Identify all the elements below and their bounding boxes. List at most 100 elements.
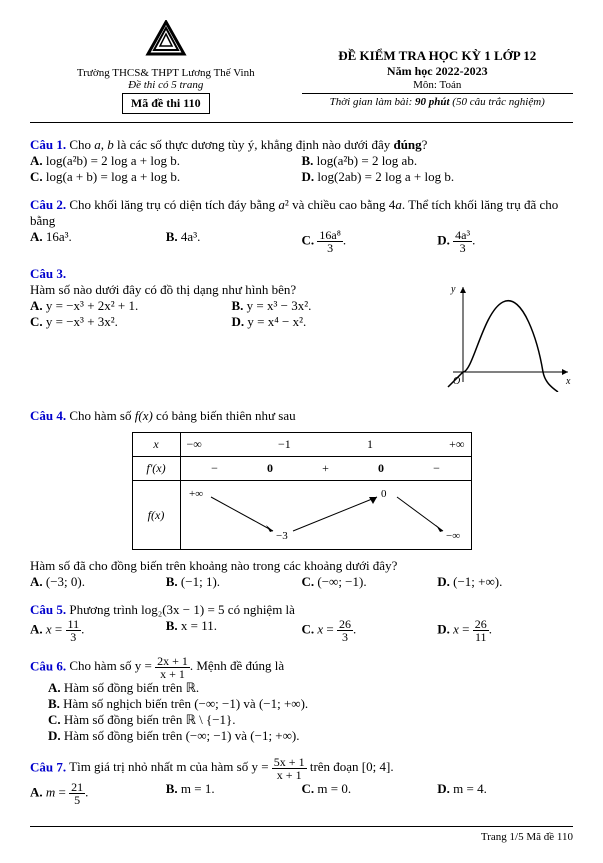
q3-choice-a: A. y = −x³ + 2x² + 1. xyxy=(30,298,232,314)
q6-pre: Cho hàm số y = xyxy=(69,658,155,673)
q3-b-text: y = x³ − 3x². xyxy=(247,298,312,313)
page-footer: Trang 1/5 Mã đề 110 xyxy=(30,826,573,843)
q2-d-den: 3 xyxy=(453,242,472,254)
q6-a-text: Hàm số đồng biến trên ℝ. xyxy=(64,680,199,695)
q1-b-text: log(a²b) = 2 log ab. xyxy=(317,153,417,168)
q3-text: Hàm số nào dưới đây có đồ thị dạng như h… xyxy=(30,282,433,298)
q7-label: Câu 7. xyxy=(30,759,66,774)
q2-label: Câu 2. xyxy=(30,197,66,212)
q4-fp2: + xyxy=(322,461,329,476)
q2-text: Cho khối lăng trụ có diện tích đáy bằng … xyxy=(30,197,558,228)
svg-text:+∞: +∞ xyxy=(189,488,203,500)
q6-c-text: Hàm số đồng biến trên ℝ \ {−1}. xyxy=(64,712,236,727)
q7-b-text: m = 1. xyxy=(181,781,215,796)
q6-post: . Mệnh đề đúng là xyxy=(190,658,284,673)
q3-choice-c: C. y = −x³ + 3x². xyxy=(30,314,232,330)
q4-text: Cho hàm số f(x) có bảng biến thiên như s… xyxy=(69,408,295,423)
q2-c-den: 3 xyxy=(317,242,343,254)
q5-choice-c: C. x = 263. xyxy=(302,618,438,643)
q2-choice-b: B. 4a³. xyxy=(166,229,302,254)
q4-d-text: (−1; +∞). xyxy=(453,574,502,589)
q5-b-text: x = 11. xyxy=(181,618,217,633)
q3-graph: x y O xyxy=(443,282,573,396)
q7-c-text: m = 0. xyxy=(317,781,351,796)
svg-text:−3: −3 xyxy=(276,530,288,542)
q4-choice-a: A. (−3; 0). xyxy=(30,574,166,590)
q4-choice-c: C. (−∞; −1). xyxy=(302,574,438,590)
q4-b-text: (−1; 1). xyxy=(181,574,220,589)
q4-label: Câu 4. xyxy=(30,408,66,423)
q4-choice-b: B. (−1; 1). xyxy=(166,574,302,590)
q6-choice-c: C. Hàm số đồng biến trên ℝ \ {−1}. xyxy=(48,712,573,728)
svg-text:y: y xyxy=(450,284,456,295)
question-6: Câu 6. Cho hàm số y = 2x + 1x + 1. Mệnh … xyxy=(30,655,573,744)
exam-title: ĐỀ KIỂM TRA HỌC KỲ 1 LỚP 12 xyxy=(302,48,574,64)
q7-choice-b: B. m = 1. xyxy=(166,781,302,806)
q4-x3: +∞ xyxy=(449,437,464,452)
q3-a-text: y = −x³ + 2x² + 1. xyxy=(46,298,138,313)
q7-text: Tìm giá trị nhỏ nhất m của hàm số y = 5x… xyxy=(69,759,393,774)
q6-text: Cho hàm số y = 2x + 1x + 1. Mệnh đề đúng… xyxy=(69,658,284,673)
q5-d-den: 11 xyxy=(473,631,489,643)
q1-a-text: log(a²b) = 2 log a + log b. xyxy=(46,153,180,168)
exam-year: Năm học 2022-2023 xyxy=(302,64,574,79)
q4-fp4: − xyxy=(433,461,440,476)
q4-variation-table: x −∞ −1 1 +∞ f'(x) − 0 + xyxy=(132,432,472,550)
q7-choice-a: A. m = 215. xyxy=(30,781,166,806)
question-1: Câu 1. Cho a, b là các số thực dương tùy… xyxy=(30,137,573,185)
q4-x1: −1 xyxy=(278,437,291,452)
q5-choice-b: B. x = 11. xyxy=(166,618,302,643)
q1-choice-a: A. log(a²b) = 2 log a + log b. xyxy=(30,153,302,169)
q3-choice-b: B. y = x³ − 3x². xyxy=(232,298,434,314)
q2-a-text: 16a³. xyxy=(46,229,72,244)
q3-label: Câu 3. xyxy=(30,266,66,281)
q6-choice-d: D. Hàm số đồng biến trên (−∞; −1) và (−1… xyxy=(48,728,573,744)
q3-choice-d: D. y = x⁴ − x². xyxy=(232,314,434,330)
q3-d-text: y = x⁴ − x². xyxy=(247,314,306,329)
question-3: Câu 3. Hàm số nào dưới đây có đồ thị dạn… xyxy=(30,266,573,396)
q5-choice-d: D. x = 2611. xyxy=(437,618,573,643)
q2-choice-a: A. 16a³. xyxy=(30,229,166,254)
q1-choice-b: B. log(a²b) = 2 log ab. xyxy=(302,153,574,169)
exam-time: Thời gian làm bài: 90 phút (50 câu trắc … xyxy=(302,93,574,108)
q5-text: Phương trình log₂(3x − 1) = 5 có nghiệm … xyxy=(69,602,295,617)
header-left: Trường THCS& THPT Lương Thế Vinh Đề thi … xyxy=(30,20,302,114)
q5-label: Câu 5. xyxy=(30,602,66,617)
q4-choice-d: D. (−1; +∞). xyxy=(437,574,573,590)
q1-choice-c: C. log(a + b) = log a + log b. xyxy=(30,169,302,185)
q4-after: Hàm số đã cho đồng biến trên khoảng nào … xyxy=(30,558,573,574)
q6-label: Câu 6. xyxy=(30,658,66,673)
q1-label: Câu 1. xyxy=(30,137,66,152)
q6-den: x + 1 xyxy=(155,668,190,680)
q1-text: Cho a, b là các số thực dương tùy ý, khẳ… xyxy=(69,137,427,152)
q7-choice-d: D. m = 4. xyxy=(437,781,573,806)
q3-body: Hàm số nào dưới đây có đồ thị dạng như h… xyxy=(30,282,433,330)
q2-choice-c: C. 16a⁸3. xyxy=(302,229,438,254)
svg-text:0: 0 xyxy=(381,488,387,500)
q1-d-text: log(2ab) = 2 log a + log b. xyxy=(317,169,454,184)
q7-d-text: m = 4. xyxy=(453,781,487,796)
exam-pages: Đề thi có 5 trang xyxy=(30,79,302,91)
q6-d-text: Hàm số đồng biến trên (−∞; −1) và (−1; +… xyxy=(64,728,300,743)
q2-b-text: 4a³. xyxy=(181,229,200,244)
svg-text:−∞: −∞ xyxy=(446,530,460,542)
divider xyxy=(30,122,573,123)
exam-code: Mã đề thi 110 xyxy=(122,93,210,114)
q6-choice-a: A. Hàm số đồng biến trên ℝ. xyxy=(48,680,573,696)
svg-text:x: x xyxy=(565,376,571,387)
q7-den: x + 1 xyxy=(272,769,307,781)
q4-x2: 1 xyxy=(367,437,373,452)
q5-c-den: 3 xyxy=(337,631,353,643)
q1-c-text: log(a + b) = log a + log b. xyxy=(46,169,180,184)
q6-b-text: Hàm số nghịch biến trên (−∞; −1) và (−1;… xyxy=(63,696,308,711)
q2-choice-d: D. 4a³3. xyxy=(437,229,573,254)
question-4: Câu 4. Cho hàm số f(x) có bảng biến thiê… xyxy=(30,408,573,590)
exam-subject: Môn: Toán xyxy=(302,79,574,91)
question-5: Câu 5. Phương trình log₂(3x − 1) = 5 có … xyxy=(30,602,573,643)
q4-fp0: − xyxy=(211,461,218,476)
school-logo xyxy=(30,20,302,67)
header: Trường THCS& THPT Lương Thế Vinh Đề thi … xyxy=(30,20,573,114)
school-name: Trường THCS& THPT Lương Thế Vinh xyxy=(30,67,302,79)
q4-c-text: (−∞; −1). xyxy=(317,574,366,589)
q7-pre: Tìm giá trị nhỏ nhất m của hàm số y = xyxy=(69,759,272,774)
